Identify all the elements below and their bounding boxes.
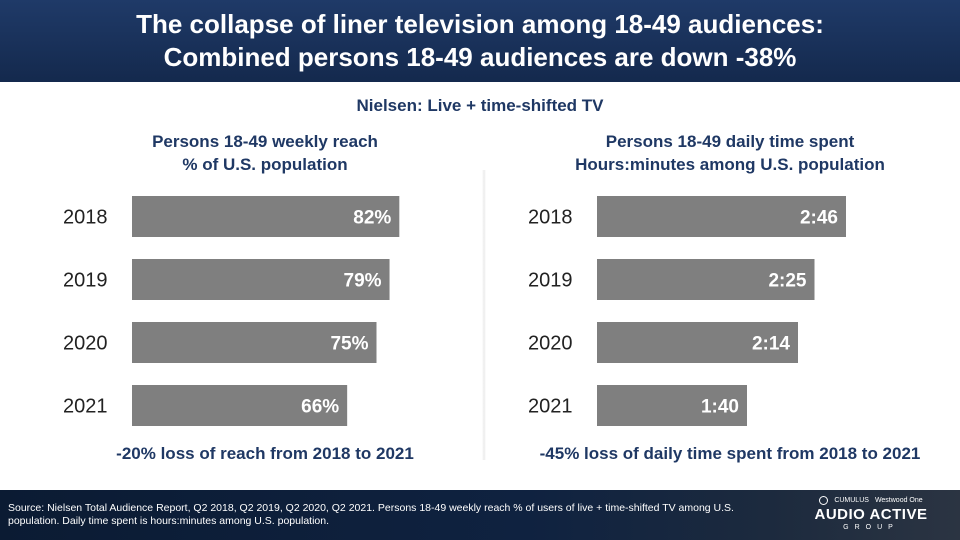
year-label-2021: 2021 — [63, 396, 108, 418]
year-label-2020: 2020 — [63, 333, 108, 355]
year-label-2019: 2019 — [63, 270, 108, 292]
reach-bar-chart: 2018 82% 2019 79% 2020 75% 2021 66% — [63, 196, 400, 426]
time-title-line-1: Persons 18-49 daily time spent — [605, 132, 855, 151]
title-line-1: The collapse of liner television among 1… — [136, 9, 824, 39]
brand-name: AUDIO ACTIVE — [814, 506, 928, 523]
time-title-line-2: Hours:minutes among U.S. population — [575, 155, 885, 174]
brand-partners: CUMULUS Westwood One — [796, 496, 946, 505]
bar-2020 — [132, 322, 377, 363]
year-label-2018: 2018 — [63, 207, 108, 229]
year-label-2018: 2018 — [528, 207, 573, 229]
year-label-2020: 2020 — [528, 333, 573, 355]
brand-logo: CUMULUS Westwood One AUDIO ACTIVE GROUP — [796, 496, 946, 531]
subtitle: Nielsen: Live + time-shifted TV — [356, 96, 604, 115]
bar-2021 — [597, 385, 747, 426]
reach-title-line-2: % of U.S. population — [182, 155, 348, 174]
value-label-2018: 82% — [353, 208, 391, 229]
brand-cumulus: CUMULUS — [834, 497, 869, 504]
reach-title-line-1: Persons 18-49 weekly reach — [152, 132, 378, 151]
value-label-2019: 2:25 — [768, 271, 806, 292]
footer-bar: Source: Nielsen Total Audience Report, Q… — [0, 490, 960, 540]
bar-2020 — [597, 322, 798, 363]
value-label-2020: 2:14 — [752, 334, 790, 355]
title-line-2: Combined persons 18-49 audiences are dow… — [163, 42, 797, 72]
bar-2019 — [597, 259, 815, 300]
title-banner: The collapse of liner television among 1… — [0, 0, 960, 82]
time-spent-bar-chart: 2018 2:46 2019 2:25 2020 2:14 2021 1:40 — [528, 196, 846, 426]
panel-divider — [482, 170, 486, 460]
value-label-2020: 75% — [330, 334, 368, 355]
bar-2018 — [132, 196, 400, 237]
cumulus-logo-icon — [819, 496, 829, 505]
year-label-2021: 2021 — [528, 396, 573, 418]
reach-chart-title: Persons 18-49 weekly reach % of U.S. pop… — [110, 130, 420, 176]
bar-2021 — [132, 385, 348, 426]
brand-subname: GROUP — [843, 524, 899, 531]
bar-2019 — [132, 259, 390, 300]
time-chart-title: Persons 18-49 daily time spent Hours:min… — [540, 130, 920, 176]
year-label-2019: 2019 — [528, 270, 573, 292]
value-label-2019: 79% — [344, 271, 382, 292]
time-loss-note: -45% loss of daily time spent from 2018 … — [539, 444, 921, 463]
source-note: Source: Nielsen Total Audience Report, Q… — [8, 502, 734, 527]
value-label-2018: 2:46 — [800, 208, 838, 229]
value-label-2021: 66% — [301, 397, 339, 418]
bar-2018 — [597, 196, 846, 237]
brand-westwood: Westwood One — [874, 497, 923, 504]
reach-loss-note: -20% loss of reach from 2018 to 2021 — [116, 444, 414, 463]
value-label-2021: 1:40 — [701, 397, 739, 418]
